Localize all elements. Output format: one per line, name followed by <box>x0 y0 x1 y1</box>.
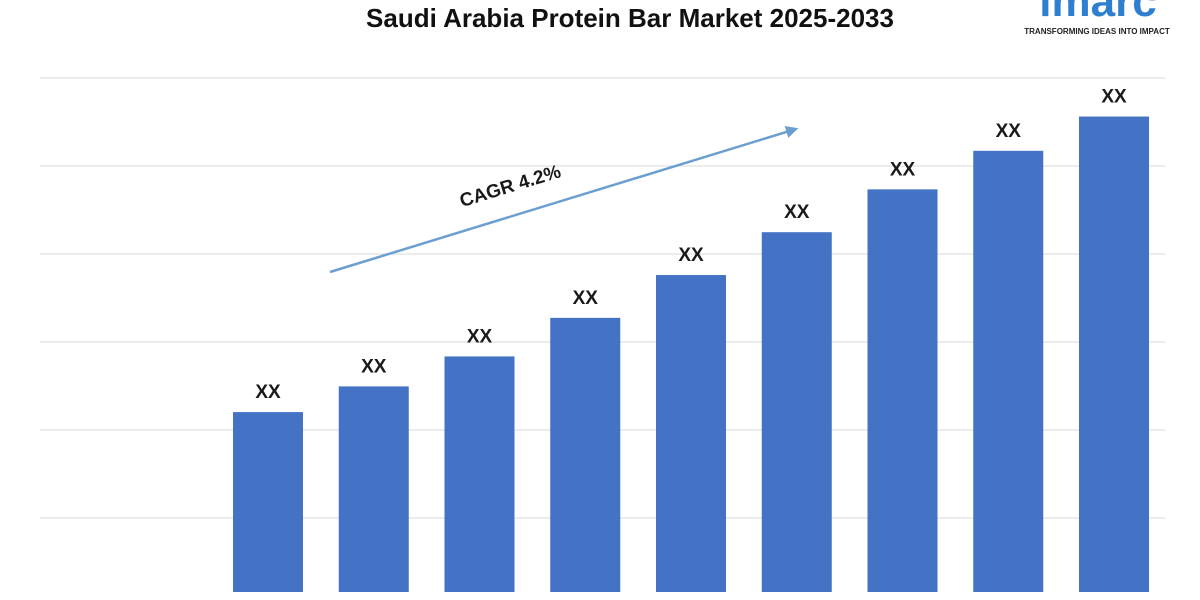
data-label-9: XX <box>1101 87 1127 108</box>
bars <box>233 116 1149 593</box>
logo-tagline: TRANSFORMING IDEAS INTO IMPACT <box>1024 27 1170 36</box>
bar-7 <box>867 189 938 592</box>
cagr-trend-arrow <box>329 125 799 274</box>
data-label-5: XX <box>678 245 704 266</box>
data-label-3: XX <box>467 326 493 347</box>
bar-9 <box>1079 116 1149 593</box>
data-label-8: XX <box>996 121 1022 142</box>
bar-1 <box>233 412 303 592</box>
bar-2 <box>338 386 409 592</box>
bar-6 <box>761 232 832 592</box>
bar-4 <box>550 317 621 592</box>
bar-5 <box>656 275 726 592</box>
data-labels: XX XX XX XX XX XX XX XX XX <box>255 87 1127 404</box>
data-label-2: XX <box>361 356 387 377</box>
bar-3 <box>444 356 515 592</box>
imarc-logo: imarc TRANSFORMING IDEAS INTO IMPACT <box>1024 0 1170 36</box>
data-label-4: XX <box>573 288 599 309</box>
data-label-7: XX <box>890 159 916 180</box>
data-label-6: XX <box>784 202 810 223</box>
bar-8 <box>973 150 1044 593</box>
data-label-1: XX <box>255 382 281 403</box>
chart-title: Saudi Arabia Protein Bar Market 2025-203… <box>366 3 894 33</box>
logo-wordmark: imarc <box>1039 0 1156 26</box>
